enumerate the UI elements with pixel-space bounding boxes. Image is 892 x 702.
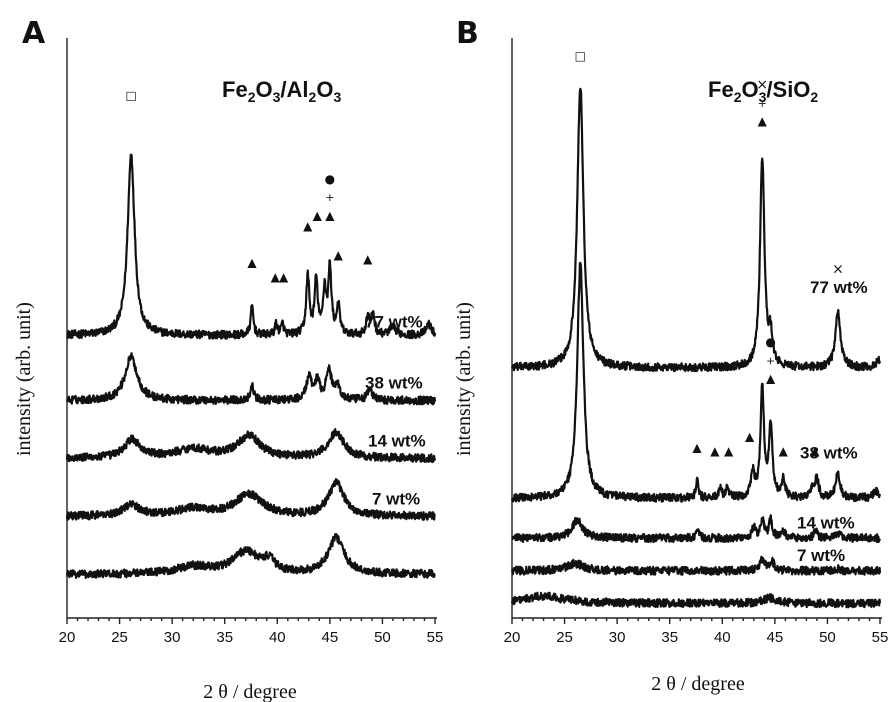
x-tick-label: 20	[59, 629, 76, 646]
phase-marker: ×	[832, 262, 844, 278]
x-tick-label: 20	[504, 629, 521, 646]
x-tick-label: 50	[374, 629, 391, 646]
panel-a-title: Fe2O3/Al2O3	[222, 77, 341, 105]
phase-marker: ▲	[247, 255, 257, 269]
panel-letter-b: B	[456, 16, 479, 51]
x-tick-label: 30	[164, 629, 181, 646]
panel-a-ylabel: intensity (arb. unit)	[13, 302, 35, 456]
panel-a-xlabel: 2 θ / degree	[203, 681, 297, 702]
x-tick-label: 35	[661, 629, 678, 646]
phase-marker: ▲	[692, 440, 702, 454]
panel-a-traces	[65, 153, 437, 580]
phase-marker: ●	[325, 172, 335, 186]
phase-marker: ▲	[271, 270, 281, 284]
x-tick-label: 25	[556, 629, 573, 646]
phase-marker: ×	[756, 77, 768, 93]
phase-marker: ▲	[325, 208, 335, 222]
phase-marker: ▲	[334, 248, 344, 262]
x-tick-label: 55	[427, 629, 444, 646]
xrd-trace	[510, 87, 882, 373]
panel-b-markers: □ ▲ + × × ▲ ▲ ▲ ▲ ▲ + ● ▲ ▲	[575, 49, 844, 458]
series-label: 38 wt%	[365, 374, 423, 393]
phase-marker: □	[575, 49, 586, 63]
series-label: 7 wt%	[372, 490, 420, 509]
panel-b-axes: 20 25 30 35 40 45 50 55	[504, 38, 889, 646]
series-label: 38 wt%	[800, 443, 858, 462]
panel-a-markers: □▲▲ ▲▲▲ ▲+●▲ ▲	[125, 89, 373, 284]
x-tick-label: 45	[322, 629, 339, 646]
phase-marker: +	[766, 354, 775, 367]
phase-marker: +	[758, 97, 767, 110]
panel-b-title: Fe2O3/SiO2	[708, 77, 818, 105]
phase-marker: +	[325, 191, 334, 204]
phase-marker: ▲	[724, 444, 734, 458]
series-label: 14 wt%	[368, 432, 426, 451]
xrd-trace	[65, 478, 436, 521]
xrd-trace	[510, 555, 882, 576]
panel-b-traces	[510, 87, 882, 609]
xrd-trace	[65, 532, 436, 580]
phase-marker: ▲	[363, 252, 373, 266]
series-label: 77 wt%	[810, 278, 868, 297]
phase-marker: ▲	[313, 208, 323, 222]
x-tick-label: 40	[714, 629, 731, 646]
panel-b-xlabel: 2 θ / degree	[651, 673, 745, 695]
series-label: 77 wt%	[365, 312, 423, 331]
x-tick-label: 35	[216, 629, 233, 646]
panel-letter-a: A	[22, 16, 46, 51]
phase-marker: ▲	[766, 371, 776, 385]
phase-marker: ▲	[279, 270, 289, 284]
phase-marker: ▲	[810, 444, 820, 458]
panel-b: B Fe2O3/SiO2 intensity (arb. unit) 2 θ /…	[453, 16, 888, 695]
phase-marker: ▲	[758, 114, 768, 128]
xrd-trace	[65, 428, 437, 464]
phase-marker: □	[125, 89, 136, 103]
xrd-trace	[66, 153, 437, 340]
series-label: 7 wt%	[797, 546, 845, 565]
xrd-trace	[66, 352, 437, 406]
x-tick-label: 55	[872, 629, 889, 646]
xrd-trace	[510, 591, 882, 609]
x-tick-label: 40	[269, 629, 286, 646]
panel-b-ylabel: intensity (arb. unit)	[453, 302, 475, 456]
phase-marker: ▲	[779, 444, 789, 458]
x-tick-label: 45	[767, 629, 784, 646]
series-label: 14 wt%	[797, 513, 855, 532]
phase-marker: ▲	[745, 429, 755, 443]
x-tick-label: 25	[111, 629, 128, 646]
panel-b-series-labels: 77 wt% 38 wt% 14 wt% 7 wt%	[797, 278, 868, 565]
panel-a-axes: 20 25 30 35 40 45 50 55	[59, 38, 444, 646]
phase-marker: ▲	[710, 444, 720, 458]
phase-marker: ▲	[303, 219, 313, 233]
x-tick-label: 30	[609, 629, 626, 646]
xrd-trace	[510, 261, 882, 503]
xrd-trace	[511, 514, 881, 544]
panel-a-series-labels: 77 wt% 38 wt% 14 wt% 7 wt%	[365, 312, 426, 508]
phase-marker: ●	[765, 335, 775, 349]
panel-a: A Fe2O3/Al2O3 intensity (arb. unit) 2 θ …	[13, 16, 443, 702]
x-tick-label: 50	[819, 629, 836, 646]
